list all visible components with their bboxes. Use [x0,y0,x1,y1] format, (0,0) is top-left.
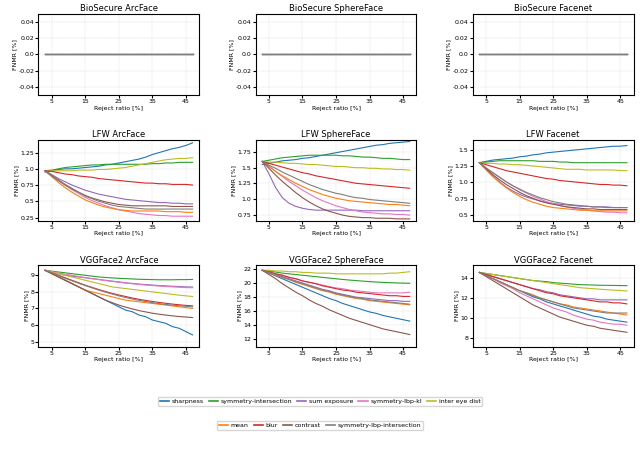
Y-axis label: FNMR [%]: FNMR [%] [24,291,29,322]
Title: LFW SphereFace: LFW SphereFace [301,130,371,139]
X-axis label: Reject ratio [%]: Reject ratio [%] [94,231,143,236]
Legend: sharpness, symmetry-intersection, sum exposure, symmetry-lbp-kl, inter eye dist: sharpness, symmetry-intersection, sum ex… [157,396,483,406]
Y-axis label: FNMR [%]: FNMR [%] [237,291,242,322]
Y-axis label: FNMR [%]: FNMR [%] [449,165,453,195]
Title: LFW Facenet: LFW Facenet [527,130,580,139]
Title: VGGFace2 ArcFace: VGGFace2 ArcFace [79,255,158,265]
Title: VGGFace2 SphereFace: VGGFace2 SphereFace [289,255,383,265]
X-axis label: Reject ratio [%]: Reject ratio [%] [94,105,143,110]
X-axis label: Reject ratio [%]: Reject ratio [%] [94,357,143,362]
Title: LFW ArcFace: LFW ArcFace [92,130,145,139]
Y-axis label: FNMR [%]: FNMR [%] [14,165,19,195]
Title: BioSecure ArcFace: BioSecure ArcFace [80,4,158,13]
X-axis label: Reject ratio [%]: Reject ratio [%] [529,105,578,110]
Title: BioSecure SphereFace: BioSecure SphereFace [289,4,383,13]
X-axis label: Reject ratio [%]: Reject ratio [%] [312,231,360,236]
Y-axis label: FNMR [%]: FNMR [%] [454,291,460,322]
X-axis label: Reject ratio [%]: Reject ratio [%] [312,105,360,110]
Y-axis label: FNMR [%]: FNMR [%] [229,39,234,70]
X-axis label: Reject ratio [%]: Reject ratio [%] [312,357,360,362]
Y-axis label: FNMR [%]: FNMR [%] [12,39,17,70]
Title: VGGFace2 Facenet: VGGFace2 Facenet [514,255,593,265]
Title: BioSecure Facenet: BioSecure Facenet [514,4,592,13]
X-axis label: Reject ratio [%]: Reject ratio [%] [529,357,578,362]
Y-axis label: FNMR [%]: FNMR [%] [446,39,451,70]
Y-axis label: FNMR [%]: FNMR [%] [231,165,236,195]
Legend: mean, blur, contrast, symmetry-lbp-intersection: mean, blur, contrast, symmetry-lbp-inter… [217,421,423,430]
X-axis label: Reject ratio [%]: Reject ratio [%] [529,231,578,236]
